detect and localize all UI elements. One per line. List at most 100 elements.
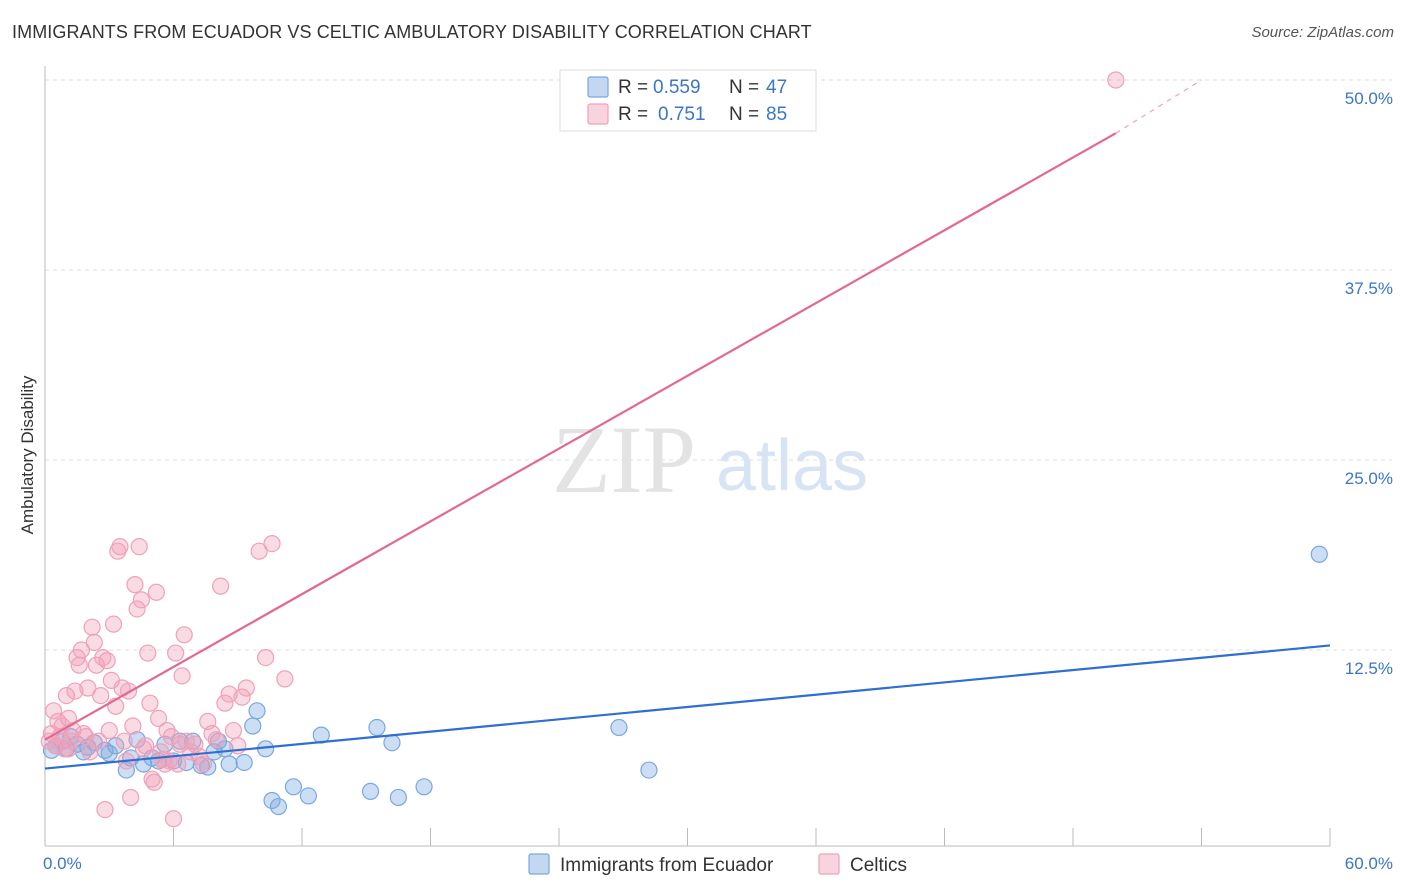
celtics-point-51 xyxy=(149,709,168,728)
celtics-point-46 xyxy=(139,644,157,662)
celtics-point-26 xyxy=(96,800,114,819)
axes xyxy=(44,66,1331,847)
legend-n-value-celtics: 85 xyxy=(766,104,787,125)
watermark-atlas: atlas xyxy=(716,426,868,506)
ecuador-point-43 xyxy=(610,718,628,737)
legend-swatch-celtics xyxy=(587,103,609,125)
bottom-legend-swatch-ecuador xyxy=(528,853,550,875)
celtics-point-82 xyxy=(276,670,294,688)
y-tick-label-0: 12.5% xyxy=(1345,659,1393,678)
celtics-trend-extension xyxy=(1115,79,1202,134)
ecuador-point-33 xyxy=(263,791,281,810)
celtics-point-80 xyxy=(256,648,275,667)
ecuador-point-35 xyxy=(284,778,303,796)
ecuador-point-30 xyxy=(244,717,262,735)
bottom-legend: Immigrants from Ecuador Celtics xyxy=(528,853,907,876)
celtics-point-68 xyxy=(194,755,213,773)
y-tick-labels: 12.5% 25.0% 37.5% 50.0% xyxy=(1345,89,1393,678)
ecuador-point-44 xyxy=(640,761,658,779)
watermark: ZIP atlas xyxy=(552,406,868,513)
legend-r-label-ecuador: R = xyxy=(618,77,648,98)
celtics-point-71 xyxy=(207,731,225,749)
celtics-point-38 xyxy=(122,788,140,807)
celtics-point-20 xyxy=(83,618,101,636)
celtics-point-60 xyxy=(169,755,187,773)
legend-frame xyxy=(559,69,817,132)
bottom-legend-label-celtics: Celtics xyxy=(850,855,907,876)
celtics-point-77 xyxy=(233,688,251,706)
celtics-point-58 xyxy=(164,810,183,828)
celtics-point-79 xyxy=(250,542,268,560)
ecuador-point-38 xyxy=(361,782,380,800)
legend: R = 0.559 N = 47 R = 0.751 N = 85 xyxy=(559,69,817,132)
legend-n-value-ecuador: 47 xyxy=(766,77,787,98)
x-tick-label-1: 60.0% xyxy=(1345,854,1393,873)
ecuador-point-40 xyxy=(383,734,401,752)
ecuador-point-42 xyxy=(415,778,433,796)
y-tick-label-2: 37.5% xyxy=(1345,279,1393,298)
celtics-point-18 xyxy=(79,679,97,697)
ecuador-point-11 xyxy=(107,737,125,755)
y-tick-label-3: 50.0% xyxy=(1345,89,1393,108)
legend-r-value-ecuador: 0.559 xyxy=(653,77,701,98)
legend-r-value-celtics: 0.751 xyxy=(658,104,706,125)
celtics-point-45 xyxy=(137,737,155,755)
y-tick-label-1: 25.0% xyxy=(1345,469,1393,488)
celtics-point-59 xyxy=(167,644,185,662)
celtics-point-40 xyxy=(126,576,144,594)
ecuador-point-31 xyxy=(248,702,266,720)
celtics-point-43 xyxy=(132,591,150,609)
trend-lines xyxy=(44,79,1331,770)
celtics-point-12 xyxy=(66,682,84,700)
celtics-point-30 xyxy=(104,615,123,633)
source-label: Source: ZipAtlas.com xyxy=(1251,24,1394,41)
x-tick-labels: 0.0% 60.0% xyxy=(43,854,1393,873)
watermark-zip: ZIP xyxy=(552,406,696,513)
celtics-point-48 xyxy=(143,770,161,788)
ecuador-point-22 xyxy=(184,732,202,750)
celtics-point-81 xyxy=(263,534,281,553)
celtics-point-83 xyxy=(1107,71,1125,89)
ecuador-point-45 xyxy=(1310,545,1328,563)
ecuador-point-39 xyxy=(368,718,386,737)
celtics-point-73 xyxy=(216,694,234,712)
celtics-point-27 xyxy=(98,652,116,670)
celtics-point-2 xyxy=(44,702,63,720)
celtics-point-41 xyxy=(128,600,146,618)
celtics-point-23 xyxy=(89,732,108,750)
celtics-point-50 xyxy=(147,583,165,601)
legend-n-label-ecuador: N = xyxy=(729,77,759,98)
bottom-legend-label-ecuador: Immigrants from Ecuador xyxy=(560,855,774,876)
celtics-point-49 xyxy=(145,773,163,791)
celtics-point-78 xyxy=(237,679,255,697)
celtics-point-28 xyxy=(100,721,118,740)
ecuador-point-41 xyxy=(389,788,407,807)
celtics-point-24 xyxy=(92,686,110,705)
ecuador-trend-line xyxy=(44,644,1331,770)
celtics-point-35 xyxy=(115,732,133,750)
celtics-point-33 xyxy=(111,538,129,556)
celtics-point-14 xyxy=(70,656,88,674)
celtics-point-62 xyxy=(173,667,191,685)
ecuador-point-36 xyxy=(299,787,318,805)
grid-lines xyxy=(45,79,1392,651)
legend-n-label-celtics: N = xyxy=(729,104,759,125)
celtics-point-42 xyxy=(130,538,148,556)
chart-title: IMMIGRANTS FROM ECUADOR VS CELTIC AMBULA… xyxy=(12,22,812,42)
celtics-trend-line xyxy=(44,132,1117,741)
celtics-point-63 xyxy=(175,626,193,644)
bottom-legend-swatch-celtics xyxy=(818,853,840,875)
ecuador-point-34 xyxy=(269,797,288,816)
celtics-point-74 xyxy=(220,685,238,703)
celtics-point-75 xyxy=(224,721,243,740)
celtics-point-84 xyxy=(59,740,78,758)
ecuador-point-14 xyxy=(128,731,146,749)
legend-r-label-celtics: R = xyxy=(618,104,648,125)
celtics-point-15 xyxy=(72,641,91,659)
celtics-point-47 xyxy=(141,694,159,712)
data-points xyxy=(40,71,1328,828)
celtics-point-44 xyxy=(134,740,153,758)
ecuador-point-28 xyxy=(220,755,238,773)
celtics-point-21 xyxy=(85,633,103,652)
